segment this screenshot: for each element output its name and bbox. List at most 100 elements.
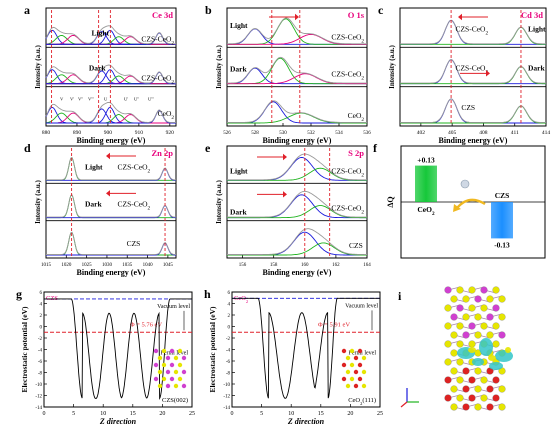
atom (468, 376, 476, 384)
atom (498, 313, 506, 321)
x-axis-label: Binding energy (eV) (263, 136, 332, 145)
atom (492, 286, 500, 294)
panel-d: 1015 1020 1025 1030 1035 1040 1045 Binding ener… (24, 141, 177, 277)
x-tick-label: 0 (231, 411, 234, 417)
atom (181, 355, 187, 361)
atom (161, 348, 167, 354)
atom (444, 286, 452, 294)
x-tick-label: 1015 (41, 263, 52, 268)
peak-label: V' (70, 97, 74, 102)
x-tick-label: 890 (73, 130, 82, 136)
atom (486, 385, 494, 393)
y-axis-label: Intensity (a.u.) (34, 44, 42, 88)
charge-isosurface (489, 362, 503, 370)
atom (456, 394, 464, 402)
arrow-head (295, 13, 299, 21)
condition-label-light: Light (230, 21, 248, 30)
atom (480, 286, 488, 294)
atom (474, 313, 482, 321)
atom (153, 348, 159, 354)
y-tick-label: -10 (35, 383, 42, 388)
atom (498, 295, 506, 303)
atom (462, 367, 470, 375)
peak-label: V (60, 97, 64, 102)
x-tick-label: 1035 (122, 263, 133, 268)
atom (498, 331, 506, 339)
transfer-arrow-icon (456, 198, 486, 209)
series-label: CZS-CeO2 (141, 74, 174, 86)
fit-component (227, 112, 367, 124)
series-label: CZS-CeO2 (141, 34, 174, 46)
y-tick-label: -12 (35, 395, 42, 400)
x-axis-label: Binding energy (eV) (439, 136, 508, 145)
atom (157, 369, 163, 375)
peak-label: V''' (88, 97, 94, 102)
arrow-head (106, 152, 110, 160)
atom (169, 376, 175, 382)
x-tick-label: 528 (251, 131, 259, 136)
atom (498, 385, 506, 393)
charge-isosurface (505, 347, 511, 353)
fermi-level-label: Fermi level (349, 350, 377, 356)
y-tick-label: -6 (38, 360, 43, 365)
x-axis-label: Z direction (99, 417, 137, 426)
atom (480, 376, 488, 384)
bar-value-label: +0.13 (417, 156, 435, 165)
x-tick-label: 405 (448, 130, 457, 136)
bar-category-label: CZS (495, 191, 510, 200)
atom (444, 304, 452, 312)
x-axis-label: Z direction (287, 417, 325, 426)
panel-letter: h (204, 287, 211, 301)
atom (161, 376, 167, 382)
vacuum-level-label: Vacuum level (157, 304, 190, 310)
plot-frame (45, 7, 177, 127)
series-label: CZS-CeO2 (331, 204, 364, 216)
y-tick-label: 4 (228, 303, 231, 308)
series-label: CZS-CeO2 (118, 200, 151, 212)
x-tick-label: 160 (301, 263, 309, 268)
atom (486, 313, 494, 321)
x-tick-label: 411 (511, 130, 519, 136)
slab-label: CeO2(111) (348, 397, 376, 406)
atom (492, 394, 500, 402)
atom (181, 383, 187, 389)
atom (486, 403, 494, 411)
atom (474, 367, 482, 375)
series-label: CZS-CeO2 (455, 24, 488, 36)
atom (474, 331, 482, 339)
y-tick-label: -12 (223, 395, 230, 400)
envelope-curve (227, 153, 367, 181)
atom (468, 286, 476, 294)
fit-component (46, 242, 176, 256)
atom (353, 355, 359, 361)
series-label: CZS (349, 241, 363, 250)
x-tick-label: 164 (363, 263, 371, 268)
x-tick-label: 534 (335, 131, 343, 136)
arrow-head (106, 190, 110, 197)
panel-title: O 1s (348, 10, 365, 20)
atom (468, 304, 476, 312)
peak-label: U'' (134, 97, 139, 102)
series-label: CeO2 (348, 111, 365, 123)
panel-c: 402 405 408 411 414 Binding energy (eV) Intens… (378, 3, 550, 145)
axis-x-icon (400, 401, 408, 408)
atom (173, 369, 179, 375)
x-tick-label: 5 (72, 411, 75, 417)
atom (444, 376, 452, 384)
peak-label: U''' (148, 97, 154, 102)
series-label: CeO2 (158, 109, 175, 121)
envelope-curve (46, 194, 176, 218)
atom (165, 383, 171, 389)
envelope-curve (45, 64, 176, 84)
y-tick-label: 0 (40, 326, 43, 331)
fit-component (227, 205, 367, 219)
charge-isosurface (472, 358, 484, 366)
envelope-curve (46, 157, 176, 181)
x-tick-label: 1020 (61, 263, 72, 268)
x-tick-label: 402 (417, 130, 426, 136)
atom (345, 383, 351, 389)
atom (450, 385, 458, 393)
atom (169, 362, 175, 368)
